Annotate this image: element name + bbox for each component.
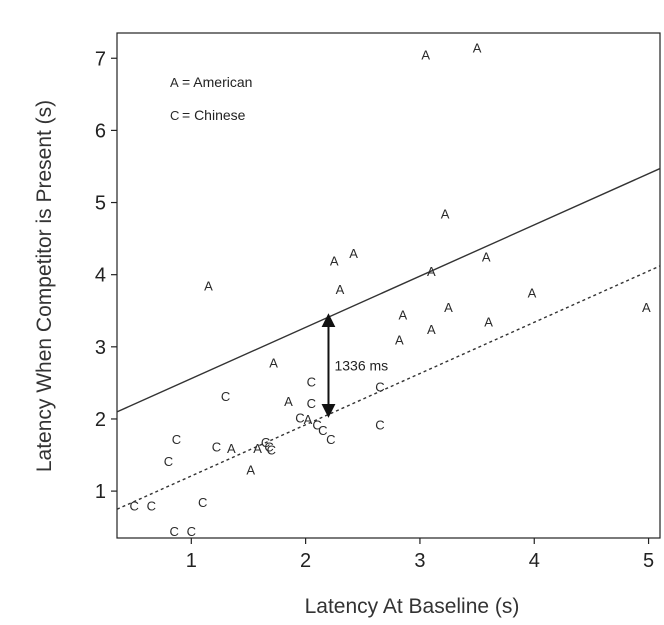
chinese-point: C <box>187 524 196 539</box>
axis-tick-labels: 1 2 3 4 5 1 2 3 4 5 6 7 <box>95 48 654 572</box>
american-point: A <box>204 279 213 294</box>
american-point: A <box>246 462 255 477</box>
american-point: A <box>528 286 537 301</box>
difference-annotation: 1336 ms <box>321 313 388 418</box>
chinese-point: C <box>307 396 316 411</box>
chinese-point: C <box>147 499 156 514</box>
legend-marker-american: A <box>170 75 179 90</box>
chinese-point: C <box>326 432 335 447</box>
x-tick-label: 1 <box>186 550 197 572</box>
american-point: A <box>421 48 430 63</box>
y-axis-title: Latency When Competitor is Present (s) <box>33 100 56 472</box>
legend-label-chinese: = Chinese <box>182 107 246 123</box>
chinese-point: C <box>164 454 173 469</box>
american-point: A <box>227 441 236 456</box>
x-tick-label: 3 <box>414 550 425 572</box>
american-point: A <box>395 333 404 348</box>
american-point: A <box>349 246 358 261</box>
regression-line-american <box>117 167 660 413</box>
x-axis-title: Latency At Baseline (s) <box>305 595 520 618</box>
chinese-point: C <box>129 499 138 514</box>
american-point: A <box>330 253 339 268</box>
y-tick-label: 6 <box>95 120 106 142</box>
american-point: A <box>398 307 407 322</box>
american-point: A <box>269 356 278 371</box>
x-tick-label: 4 <box>529 550 540 572</box>
difference-label: 1336 ms <box>334 358 388 374</box>
y-tick-label: 7 <box>95 48 106 70</box>
chinese-point: C <box>312 418 321 433</box>
y-tick-label: 4 <box>95 265 106 287</box>
chinese-point: C <box>375 418 384 433</box>
legend-label-american: = American <box>182 74 252 90</box>
regression-lines <box>117 167 660 510</box>
chinese-point: C <box>221 389 230 404</box>
american-point: A <box>253 441 262 456</box>
american-point: A <box>304 412 313 427</box>
x-tick-label: 2 <box>300 550 311 572</box>
chinese-point: C <box>169 524 178 539</box>
plot-area <box>116 32 661 539</box>
american-point: A <box>427 322 436 337</box>
chinese-point: C <box>267 442 276 457</box>
chinese-point: C <box>318 423 327 438</box>
chinese-point: C <box>261 435 270 450</box>
american-point: A <box>284 394 293 409</box>
legend-marker-chinese: C <box>170 108 179 123</box>
chinese-point: C <box>172 432 181 447</box>
legend: A = American C = Chinese <box>170 74 252 123</box>
y-tick-label: 2 <box>95 409 106 431</box>
chinese-point: C <box>375 380 384 395</box>
chinese-point: C <box>198 495 207 510</box>
american-point: A <box>473 40 482 55</box>
x-tick-label: 5 <box>643 550 654 572</box>
chinese-point: C <box>264 439 273 454</box>
american-point: A <box>444 300 453 315</box>
chinese-point: C <box>295 411 304 426</box>
american-point: A <box>441 206 450 221</box>
american-point: A <box>484 315 493 330</box>
american-point: A <box>482 250 491 265</box>
y-tick-label: 5 <box>95 193 106 215</box>
chinese-point: C <box>212 439 221 454</box>
american-point: A <box>427 264 436 279</box>
american-point: A <box>642 300 651 315</box>
y-tick-label: 1 <box>95 481 106 503</box>
axis-ticks <box>111 57 650 544</box>
chinese-point: C <box>307 374 316 389</box>
y-tick-label: 3 <box>95 337 106 359</box>
american-point: A <box>336 282 345 297</box>
